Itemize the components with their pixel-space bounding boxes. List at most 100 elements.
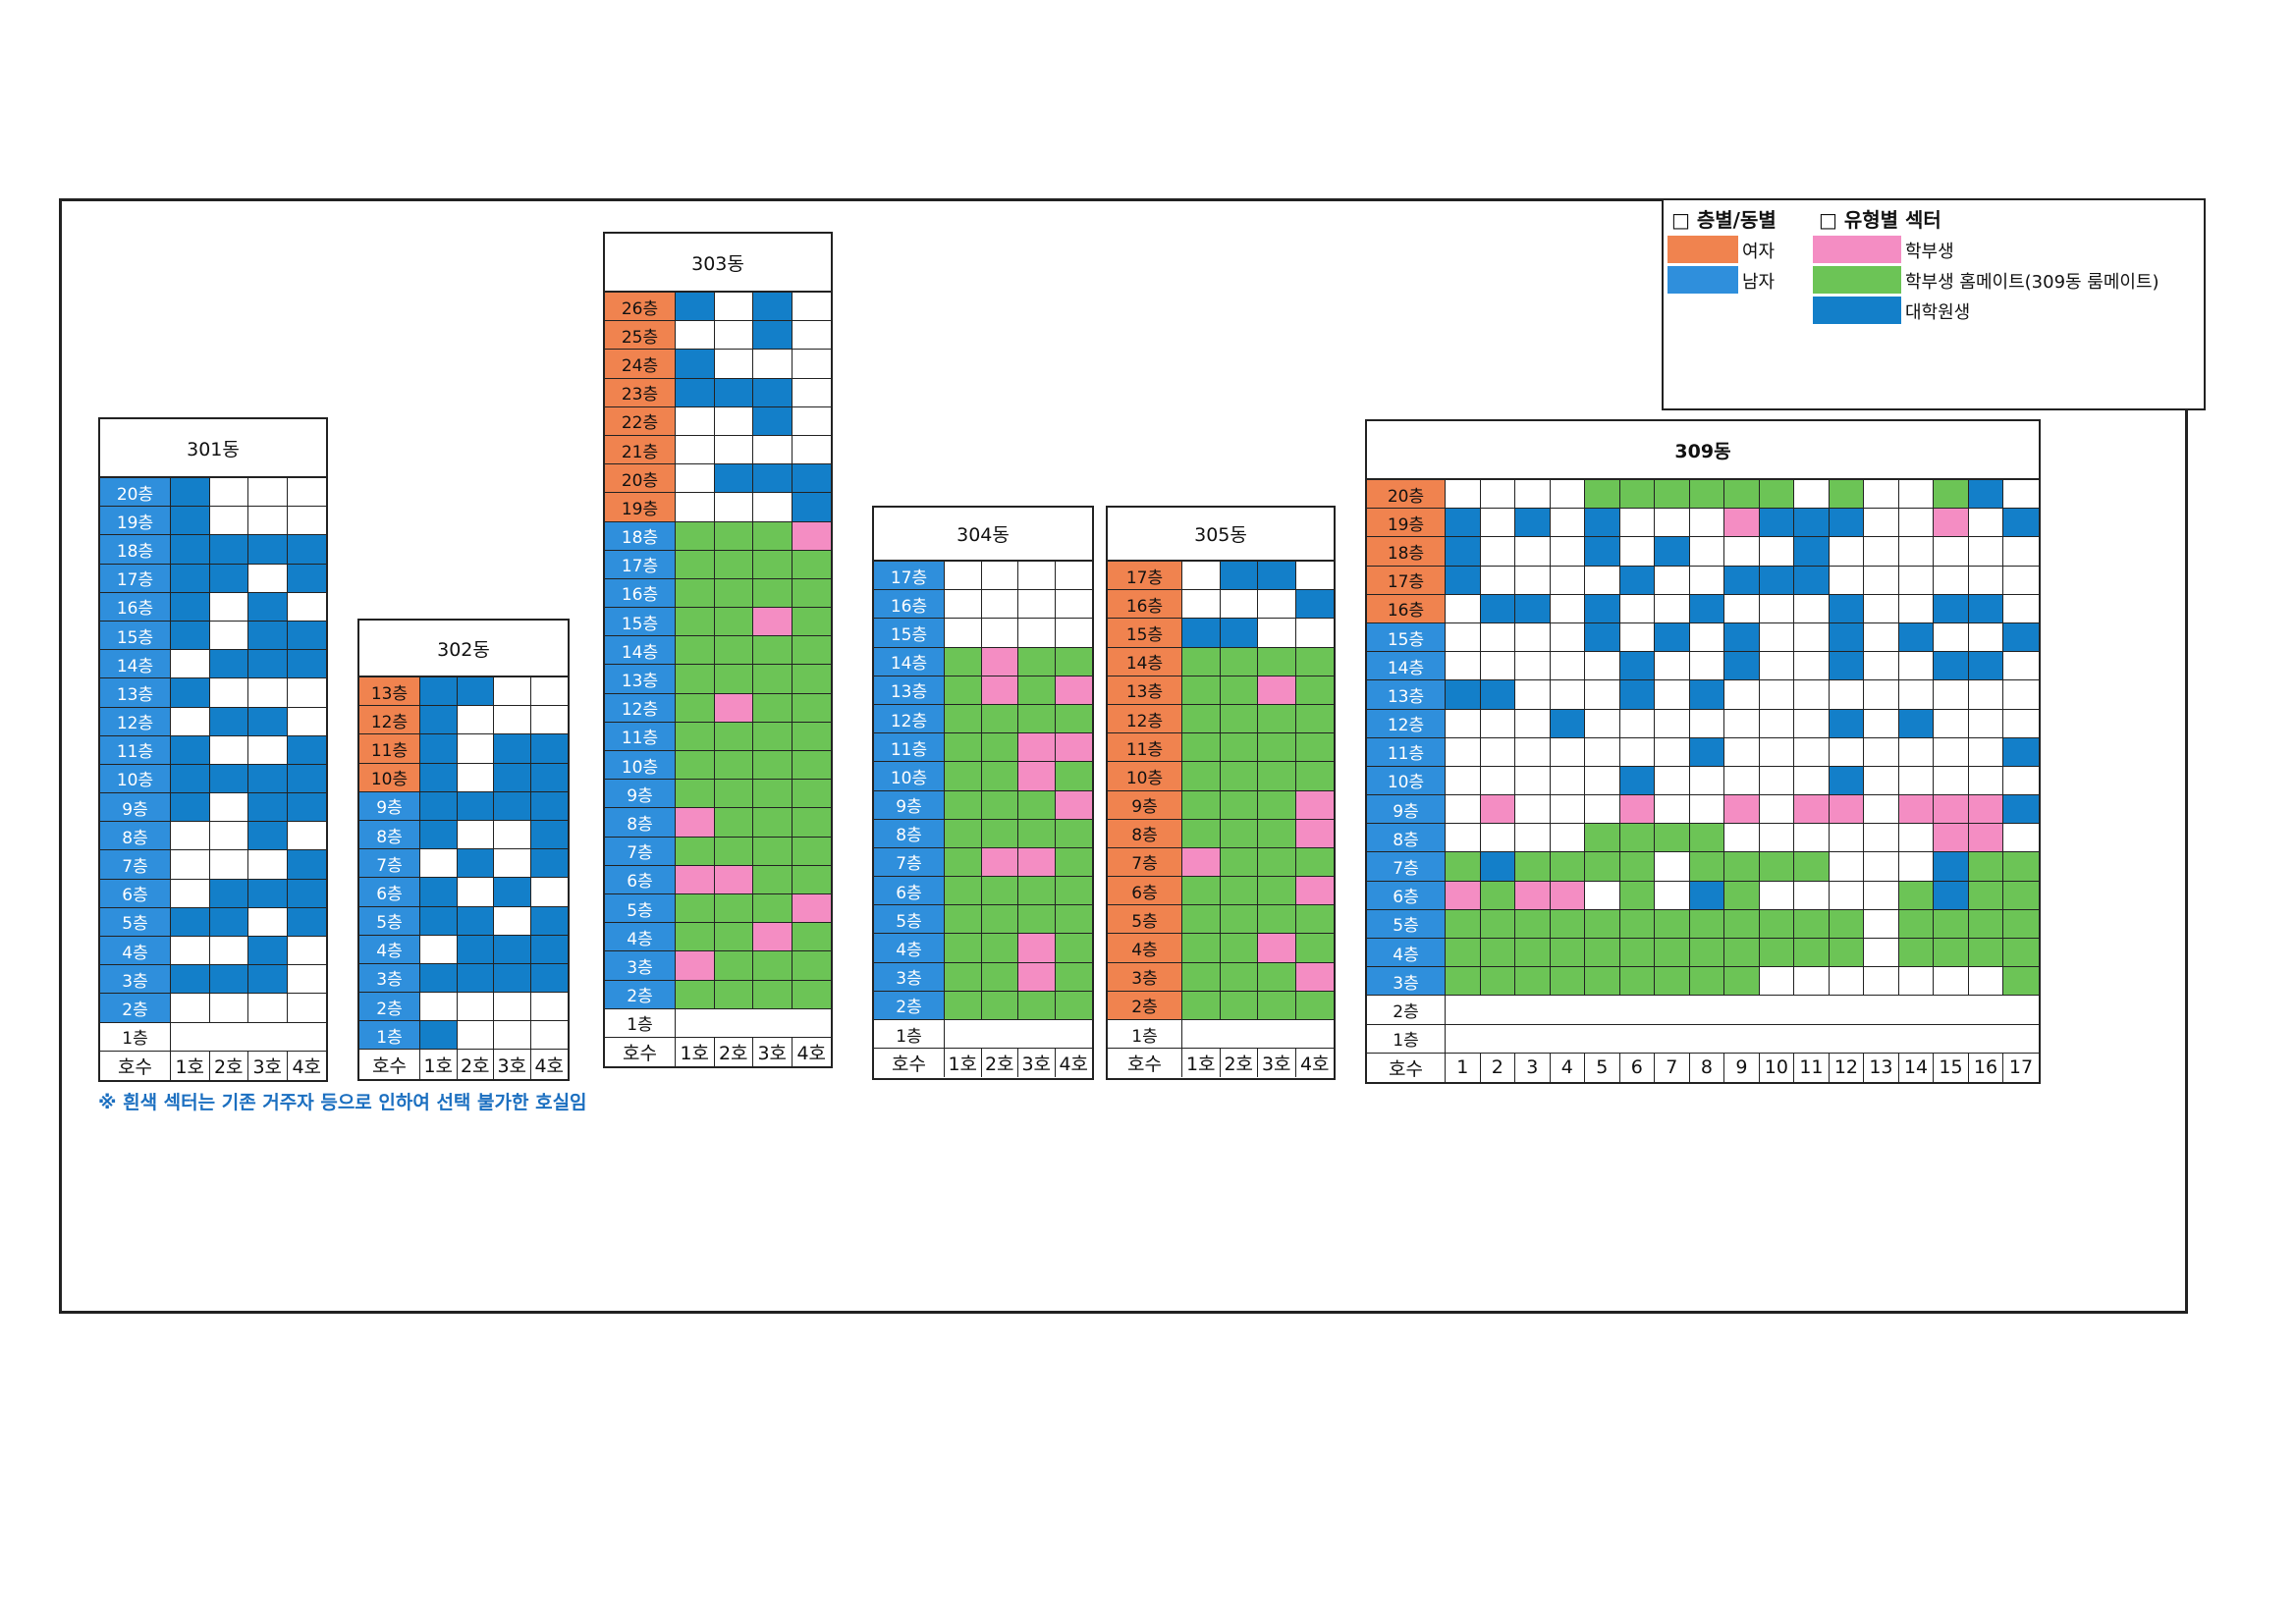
room-cell[interactable] [420,878,458,907]
room-cell[interactable] [1724,622,1760,653]
room-cell[interactable] [1585,537,1620,567]
room-cell[interactable] [714,722,753,751]
room-cell[interactable] [753,378,793,407]
room-cell[interactable] [981,733,1018,763]
room-cell[interactable] [714,980,753,1009]
room-cell[interactable] [209,764,248,794]
room-cell[interactable] [1018,790,1056,820]
room-cell[interactable] [1829,766,1865,796]
room-cell[interactable] [1968,909,2004,939]
room-cell[interactable] [1446,509,1481,538]
room-cell[interactable] [1480,909,1516,939]
room-cell[interactable] [753,865,793,894]
room-cell[interactable] [494,878,531,907]
room-cell[interactable] [676,293,715,322]
room-cell[interactable] [714,951,753,981]
room-cell[interactable] [1934,795,1969,825]
room-cell[interactable] [1182,676,1221,705]
room-cell[interactable] [1968,852,2004,882]
room-cell[interactable] [1295,934,1334,963]
room-cell[interactable] [714,378,753,407]
room-cell[interactable] [1480,594,1516,623]
room-cell[interactable] [714,923,753,952]
room-cell[interactable] [420,906,458,936]
room-cell[interactable] [1295,704,1334,734]
room-cell[interactable] [1446,909,1481,939]
room-cell[interactable] [753,464,793,494]
room-cell[interactable] [676,350,715,379]
room-cell[interactable] [248,879,288,908]
room-cell[interactable] [1550,967,1586,997]
room-cell[interactable] [1182,819,1221,848]
room-cell[interactable] [792,808,831,838]
room-cell[interactable] [1515,852,1551,882]
room-cell[interactable] [981,847,1018,878]
room-cell[interactable] [494,963,531,994]
room-cell[interactable] [1515,939,1551,968]
room-cell[interactable] [753,780,793,809]
room-cell[interactable] [753,837,793,866]
room-cell[interactable] [530,935,568,964]
room-cell[interactable] [753,550,793,579]
room-cell[interactable] [171,535,210,565]
room-cell[interactable] [676,865,715,894]
room-cell[interactable] [1689,680,1725,710]
room-cell[interactable] [1480,939,1516,968]
room-cell[interactable] [1220,733,1258,763]
room-cell[interactable] [171,507,210,536]
room-cell[interactable] [945,819,982,848]
room-cell[interactable] [248,707,288,736]
room-cell[interactable] [981,790,1018,820]
room-cell[interactable] [1585,594,1620,623]
room-cell[interactable] [753,693,793,723]
room-cell[interactable] [1968,939,2004,968]
room-cell[interactable] [1619,939,1656,968]
room-cell[interactable] [1794,939,1830,968]
room-cell[interactable] [714,837,753,866]
room-cell[interactable] [1655,480,1690,510]
room-cell[interactable] [248,764,288,794]
room-cell[interactable] [981,647,1018,676]
room-cell[interactable] [287,764,326,794]
room-cell[interactable] [1829,594,1865,623]
room-cell[interactable] [1619,824,1656,853]
room-cell[interactable] [1182,962,1221,992]
room-cell[interactable] [1258,647,1296,676]
room-cell[interactable] [676,893,715,924]
room-cell[interactable] [945,676,982,705]
room-cell[interactable] [171,764,210,794]
room-cell[interactable] [1220,790,1258,820]
room-cell[interactable] [287,907,326,937]
room-cell[interactable] [1585,939,1620,968]
room-cell[interactable] [1182,905,1221,935]
room-cell[interactable] [1968,652,2004,681]
room-cell[interactable] [753,923,793,952]
room-cell[interactable] [1055,847,1092,878]
room-cell[interactable] [981,934,1018,963]
room-cell[interactable] [1182,877,1221,906]
room-cell[interactable] [1898,939,1935,968]
room-cell[interactable] [2003,509,2039,538]
room-cell[interactable] [1689,480,1725,510]
room-cell[interactable] [287,621,326,651]
room-cell[interactable] [1829,709,1865,738]
room-cell[interactable] [530,849,568,879]
room-cell[interactable] [1619,566,1656,595]
room-cell[interactable] [1182,704,1221,734]
room-cell[interactable] [1220,877,1258,906]
room-cell[interactable] [945,934,982,963]
room-cell[interactable] [753,722,793,751]
room-cell[interactable] [981,819,1018,848]
room-cell[interactable] [248,965,288,995]
room-cell[interactable] [287,850,326,880]
room-cell[interactable] [1182,991,1221,1020]
room-cell[interactable] [676,578,715,609]
room-cell[interactable] [1898,795,1935,825]
room-cell[interactable] [1585,480,1620,510]
room-cell[interactable] [1550,881,1586,910]
room-cell[interactable] [1934,909,1969,939]
room-cell[interactable] [1055,877,1092,906]
room-cell[interactable] [1759,852,1795,882]
room-cell[interactable] [1018,847,1056,878]
room-cell[interactable] [1829,622,1865,653]
